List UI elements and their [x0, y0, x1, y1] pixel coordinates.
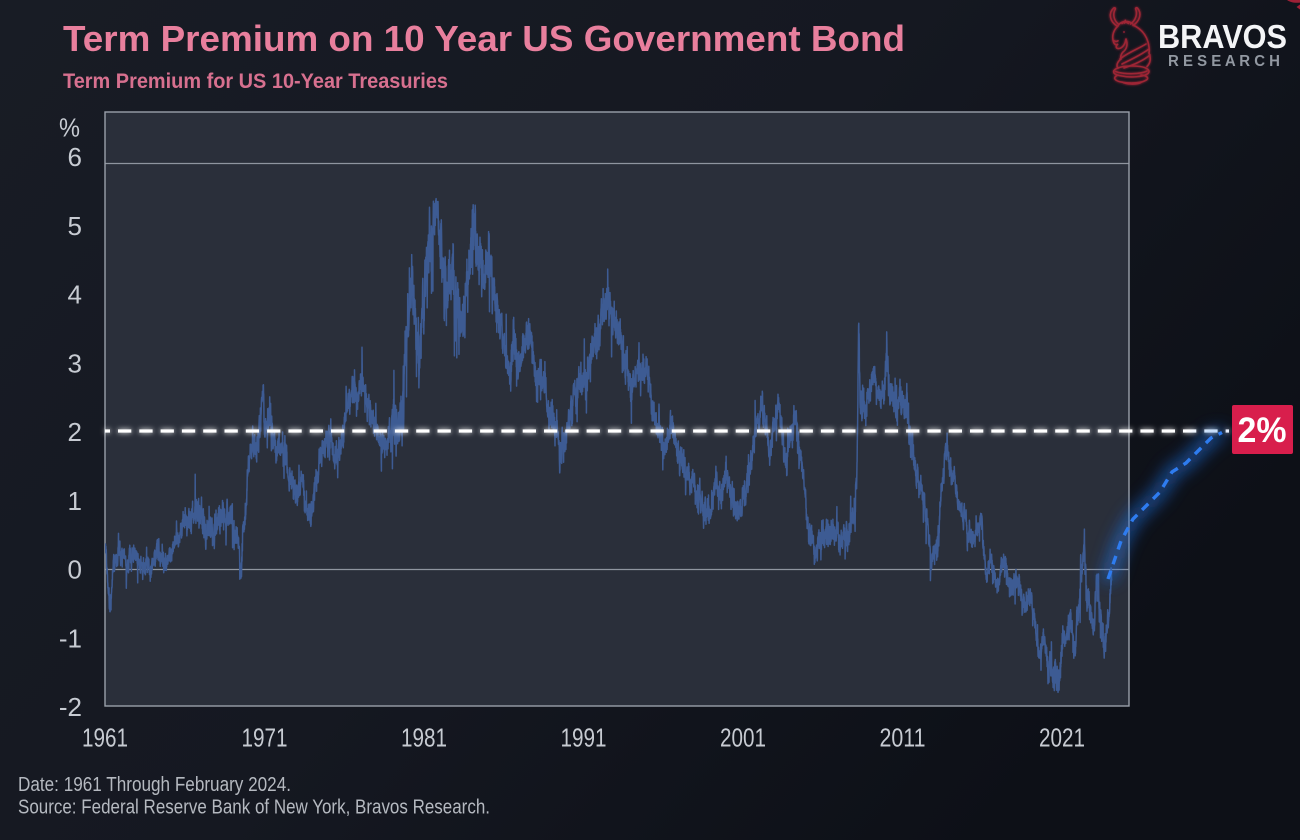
svg-text:BRAVOS: BRAVOS [1158, 19, 1287, 56]
svg-text:1961: 1961 [82, 723, 128, 753]
svg-text:0: 0 [68, 555, 82, 585]
svg-text:3: 3 [68, 348, 82, 378]
svg-text:1971: 1971 [242, 723, 288, 753]
svg-text:R E S E A R C H: R E S E A R C H [1168, 53, 1280, 70]
svg-text:2021: 2021 [1039, 723, 1085, 753]
svg-text:2: 2 [68, 417, 82, 447]
svg-text:2011: 2011 [880, 723, 926, 753]
svg-text:-2: -2 [59, 692, 82, 722]
svg-text:2001: 2001 [720, 723, 766, 753]
svg-text:2%: 2% [1238, 411, 1287, 450]
svg-text:1981: 1981 [401, 723, 447, 753]
svg-text:Term Premium on 10 Year US Gov: Term Premium on 10 Year US Government Bo… [63, 18, 905, 59]
svg-text:-1: -1 [59, 623, 82, 653]
svg-text:Date: 1961 Through February 20: Date: 1961 Through February 2024. [18, 774, 291, 796]
svg-text:5: 5 [68, 211, 82, 241]
svg-text:6: 6 [68, 142, 82, 172]
svg-text:%: % [59, 113, 80, 143]
svg-text:4: 4 [68, 280, 82, 310]
svg-text:1: 1 [68, 486, 82, 516]
svg-text:Source: Federal Reserve Bank o: Source: Federal Reserve Bank of New York… [18, 797, 490, 819]
svg-text:1991: 1991 [561, 723, 607, 753]
svg-text:Term Premium for US 10-Year Tr: Term Premium for US 10-Year Treasuries [63, 69, 448, 93]
